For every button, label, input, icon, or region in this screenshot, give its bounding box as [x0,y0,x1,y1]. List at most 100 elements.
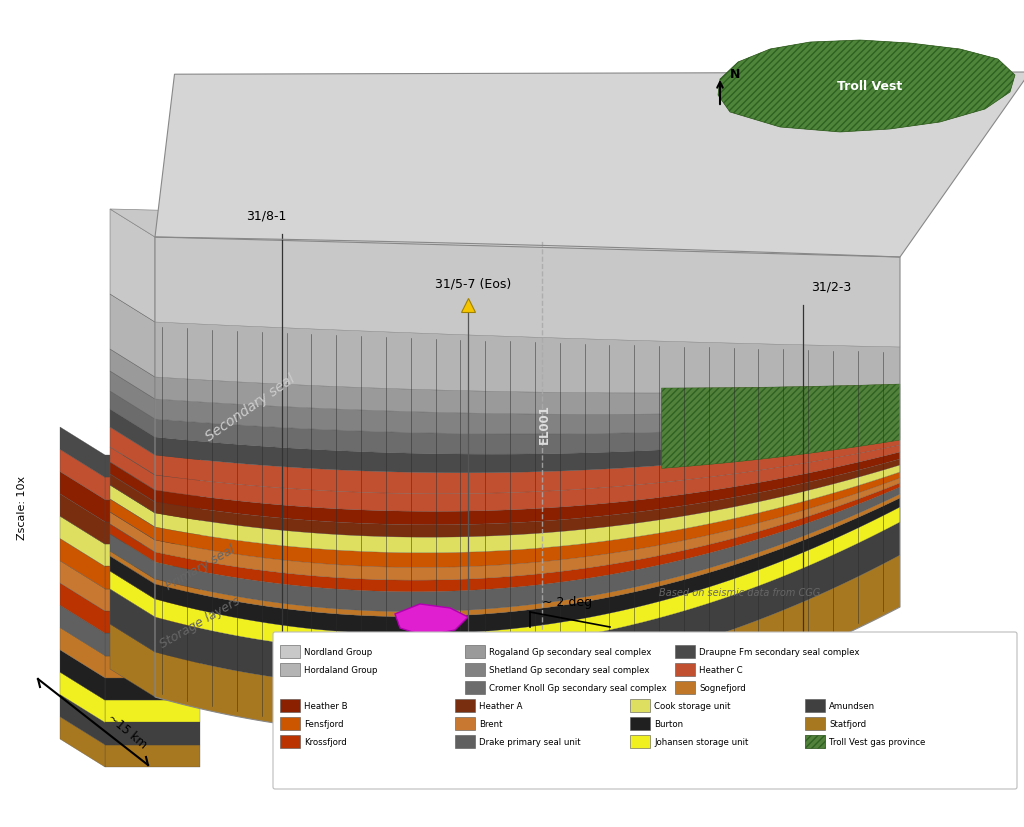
Polygon shape [155,523,900,687]
FancyBboxPatch shape [273,632,1017,789]
Text: Storage layers: Storage layers [158,594,243,651]
Text: ~15 km: ~15 km [105,710,150,750]
Text: Amundsen: Amundsen [829,701,876,710]
Polygon shape [60,472,105,522]
Polygon shape [105,700,200,723]
Polygon shape [110,371,155,419]
Text: Primary seal: Primary seal [163,543,237,592]
Polygon shape [105,566,200,589]
Text: EL001: EL001 [538,404,551,443]
Polygon shape [105,678,200,700]
Text: Statfjord: Statfjord [829,719,866,728]
Text: Heather C: Heather C [699,665,742,674]
Text: Fensfjord: Fensfjord [304,719,343,728]
Bar [630,717,650,730]
Text: Based on seismic data from CGG: Based on seismic data from CGG [658,587,820,597]
Polygon shape [110,210,155,323]
Polygon shape [110,552,155,585]
Text: Drake primary seal unit: Drake primary seal unit [479,737,581,746]
Text: Secondary seal: Secondary seal [203,371,297,443]
Polygon shape [662,385,900,469]
Text: Brent: Brent [479,719,503,728]
Polygon shape [105,500,200,522]
Polygon shape [155,429,900,473]
Text: N: N [730,68,740,80]
Bar [280,663,300,676]
Polygon shape [110,409,155,456]
Polygon shape [155,472,900,568]
Polygon shape [60,495,105,544]
Text: Rogaland Gp secondary seal complex: Rogaland Gp secondary seal complex [489,648,651,656]
Polygon shape [718,41,1015,133]
Polygon shape [662,385,900,469]
Polygon shape [110,513,155,552]
Polygon shape [110,294,155,378]
Polygon shape [155,460,900,538]
Polygon shape [110,485,155,528]
Text: Cromer Knoll Gp secondary seal complex: Cromer Knoll Gp secondary seal complex [489,683,667,692]
Polygon shape [105,745,200,767]
Text: Sognefjord: Sognefjord [699,683,745,692]
Polygon shape [155,484,900,592]
Text: Cook storage unit: Cook storage unit [654,701,730,710]
Polygon shape [110,210,900,237]
Polygon shape [110,462,155,502]
Text: Burton: Burton [654,719,683,728]
Bar [455,717,475,730]
Polygon shape [110,571,155,617]
Polygon shape [105,611,200,633]
Bar [280,717,300,730]
Bar [455,699,475,712]
Text: Zscale: 10x: Zscale: 10x [17,476,27,539]
Polygon shape [105,478,200,500]
Polygon shape [155,487,900,612]
Polygon shape [155,237,900,734]
Bar [675,663,695,676]
Polygon shape [110,447,155,490]
Text: 31/8-1: 31/8-1 [247,209,287,222]
Polygon shape [60,517,105,566]
Bar [455,735,475,748]
Bar [280,645,300,658]
Bar [630,699,650,712]
Text: Hordaland Group: Hordaland Group [304,665,378,674]
Polygon shape [60,717,105,767]
Bar [465,645,485,658]
Bar [805,699,825,712]
Polygon shape [110,624,155,697]
Polygon shape [105,522,200,544]
Polygon shape [155,237,900,347]
Text: Draupne Fm secondary seal complex: Draupne Fm secondary seal complex [699,648,859,656]
Polygon shape [155,452,900,525]
Bar [465,681,485,694]
Text: Troll Vest gas province: Troll Vest gas province [829,737,926,746]
Polygon shape [60,450,105,500]
Polygon shape [105,456,200,478]
Polygon shape [60,672,105,723]
Polygon shape [60,428,105,478]
Bar [675,645,695,658]
Polygon shape [155,323,900,394]
Polygon shape [110,590,155,653]
Polygon shape [155,437,900,495]
Bar [675,681,695,694]
Polygon shape [105,723,200,745]
Polygon shape [105,544,200,566]
Text: Krossfjord: Krossfjord [304,737,347,746]
Polygon shape [155,378,900,415]
Bar [280,699,300,712]
Polygon shape [110,475,155,514]
Polygon shape [155,419,900,455]
Polygon shape [60,538,105,589]
Polygon shape [155,499,900,634]
Polygon shape [60,605,105,656]
Polygon shape [60,628,105,678]
Polygon shape [60,695,105,745]
Polygon shape [60,650,105,700]
Polygon shape [155,73,1024,258]
Polygon shape [105,656,200,678]
Bar [280,735,300,748]
Polygon shape [110,391,155,437]
Text: Troll Vest: Troll Vest [838,79,902,93]
Text: Johansen storage unit: Johansen storage unit [654,737,749,746]
